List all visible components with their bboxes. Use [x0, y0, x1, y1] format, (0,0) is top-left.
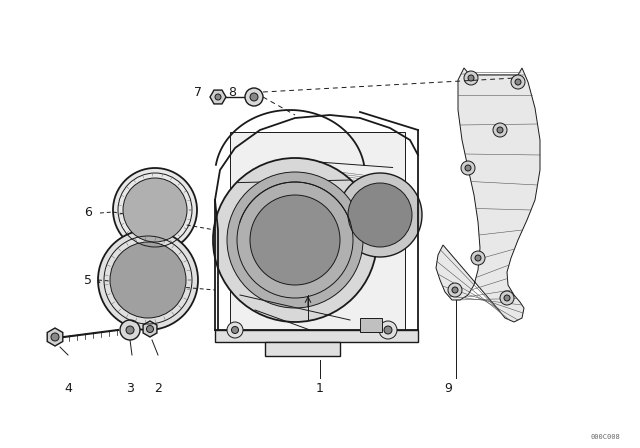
- Circle shape: [475, 255, 481, 261]
- Circle shape: [511, 75, 525, 89]
- Circle shape: [250, 195, 340, 285]
- Circle shape: [213, 158, 377, 322]
- Circle shape: [379, 321, 397, 339]
- Circle shape: [126, 326, 134, 334]
- Circle shape: [471, 251, 485, 265]
- Circle shape: [147, 326, 154, 332]
- Text: 2: 2: [154, 382, 162, 395]
- Circle shape: [515, 79, 521, 85]
- Text: 5: 5: [84, 273, 92, 287]
- Polygon shape: [143, 321, 157, 337]
- Circle shape: [504, 295, 510, 301]
- Circle shape: [348, 183, 412, 247]
- Circle shape: [250, 93, 258, 101]
- Circle shape: [245, 88, 263, 106]
- Circle shape: [232, 327, 239, 333]
- Circle shape: [110, 242, 186, 318]
- Text: 6: 6: [84, 206, 92, 219]
- Circle shape: [448, 283, 462, 297]
- Polygon shape: [436, 68, 540, 322]
- Circle shape: [113, 168, 197, 252]
- Text: 8: 8: [228, 86, 236, 99]
- Circle shape: [123, 178, 187, 242]
- Circle shape: [215, 94, 221, 100]
- Circle shape: [120, 320, 140, 340]
- Text: 000C008: 000C008: [590, 434, 620, 440]
- Circle shape: [98, 230, 198, 330]
- Polygon shape: [215, 330, 418, 342]
- Circle shape: [338, 173, 422, 257]
- Circle shape: [464, 71, 478, 85]
- Circle shape: [461, 161, 475, 175]
- Text: 9: 9: [444, 382, 452, 395]
- Text: 1: 1: [316, 382, 324, 395]
- Polygon shape: [210, 90, 226, 104]
- Circle shape: [452, 287, 458, 293]
- Circle shape: [468, 75, 474, 81]
- Text: 3: 3: [126, 382, 134, 395]
- Text: 4: 4: [64, 382, 72, 395]
- Polygon shape: [265, 342, 340, 356]
- Polygon shape: [230, 132, 405, 332]
- Circle shape: [500, 291, 514, 305]
- Circle shape: [497, 127, 503, 133]
- Polygon shape: [47, 328, 63, 346]
- Text: 7: 7: [194, 86, 202, 99]
- Polygon shape: [360, 318, 382, 332]
- Circle shape: [384, 326, 392, 334]
- Circle shape: [465, 165, 471, 171]
- Circle shape: [493, 123, 507, 137]
- Circle shape: [227, 322, 243, 338]
- Circle shape: [227, 172, 363, 308]
- Circle shape: [51, 333, 59, 341]
